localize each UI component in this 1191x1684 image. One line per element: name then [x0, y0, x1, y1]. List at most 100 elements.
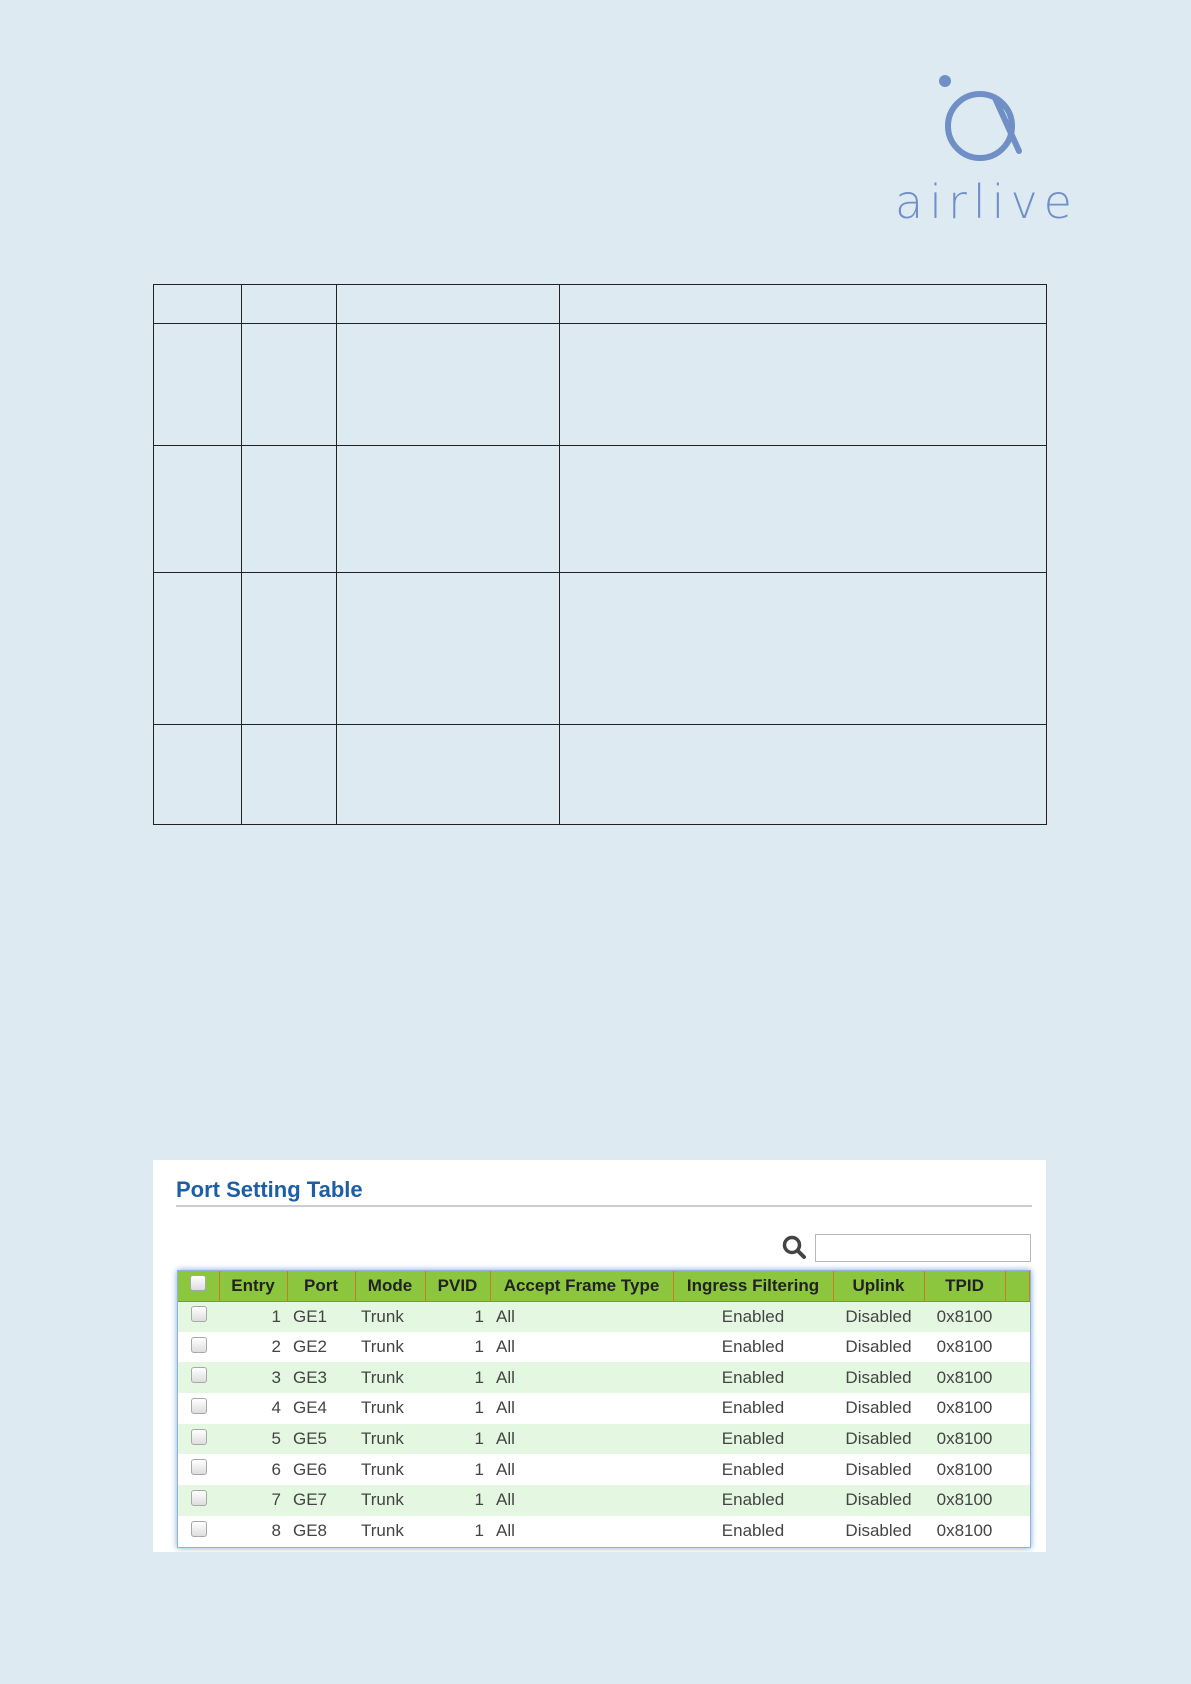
accept-frame-type-cell: All [490, 1301, 673, 1332]
spacer-cell [1005, 1485, 1030, 1516]
mode-cell: Trunk [355, 1301, 425, 1332]
checkbox[interactable] [190, 1489, 207, 1506]
ingress-filtering-cell: Enabled [673, 1515, 833, 1547]
tpid-cell: 0x8100 [924, 1393, 1005, 1424]
uplink-cell: Disabled [833, 1301, 924, 1332]
port-setting-grid: Entry Port Mode PVID Accept Frame Type I… [177, 1270, 1031, 1548]
port-cell: GE7 [287, 1485, 355, 1516]
row-checkbox[interactable] [178, 1331, 219, 1363]
uplink-cell: Disabled [833, 1362, 924, 1394]
checkbox[interactable] [190, 1520, 207, 1537]
tpid-cell: 0x8100 [924, 1301, 1005, 1332]
pvid-cell: 1 [425, 1485, 490, 1516]
mode-cell: Trunk [355, 1454, 425, 1486]
port-cell: GE3 [287, 1362, 355, 1394]
table-row[interactable]: 8 GE8 Trunk 1 All Enabled Disabled 0x8100 [178, 1515, 1030, 1547]
search-icon[interactable] [781, 1234, 807, 1260]
entry-cell: 5 [219, 1423, 287, 1455]
port-setting-panel: Port Setting Table Entry Port Mode PVID … [153, 1160, 1046, 1552]
uplink-cell: Disabled [833, 1515, 924, 1547]
row-checkbox[interactable] [178, 1515, 219, 1547]
entry-cell: 4 [219, 1393, 287, 1424]
uplink-cell: Disabled [833, 1423, 924, 1455]
select-all-checkbox[interactable] [178, 1271, 220, 1302]
ingress-filtering-cell: Enabled [673, 1331, 833, 1363]
accept-frame-type-cell: All [490, 1485, 673, 1516]
checkbox[interactable] [190, 1459, 207, 1476]
uplink-cell: Disabled [833, 1485, 924, 1516]
row-checkbox[interactable] [178, 1393, 219, 1424]
table-row[interactable]: 6 GE6 Trunk 1 All Enabled Disabled 0x8100 [178, 1454, 1030, 1486]
row-checkbox[interactable] [178, 1454, 219, 1486]
tpid-cell: 0x8100 [924, 1485, 1005, 1516]
uplink-cell: Disabled [833, 1454, 924, 1486]
ingress-filtering-cell: Enabled [673, 1454, 833, 1486]
uplink-cell: Disabled [833, 1393, 924, 1424]
tpid-cell: 0x8100 [924, 1423, 1005, 1455]
table-row[interactable]: 1 GE1 Trunk 1 All Enabled Disabled 0x8100 [178, 1301, 1030, 1332]
ingress-filtering-cell: Enabled [673, 1362, 833, 1394]
col-mode[interactable]: Mode [355, 1271, 426, 1302]
entry-cell: 8 [219, 1515, 287, 1547]
col-ingress-filtering[interactable]: Ingress Filtering [673, 1271, 834, 1302]
table-row[interactable]: 5 GE5 Trunk 1 All Enabled Disabled 0x8100 [178, 1423, 1030, 1455]
port-cell: GE1 [287, 1301, 355, 1332]
mode-cell: Trunk [355, 1485, 425, 1516]
entry-cell: 7 [219, 1485, 287, 1516]
checkbox[interactable] [190, 1336, 207, 1353]
col-port[interactable]: Port [287, 1271, 356, 1302]
search-input[interactable] [815, 1234, 1031, 1262]
col-accept-frame-type[interactable]: Accept Frame Type [490, 1271, 674, 1302]
uplink-cell: Disabled [833, 1331, 924, 1363]
mode-cell: Trunk [355, 1331, 425, 1363]
port-cell: GE5 [287, 1423, 355, 1455]
accept-frame-type-cell: All [490, 1515, 673, 1547]
accept-frame-type-cell: All [490, 1393, 673, 1424]
pvid-cell: 1 [425, 1362, 490, 1394]
tpid-cell: 0x8100 [924, 1454, 1005, 1486]
port-cell: GE8 [287, 1515, 355, 1547]
mode-cell: Trunk [355, 1423, 425, 1455]
pvid-cell: 1 [425, 1515, 490, 1547]
mode-cell: Trunk [355, 1515, 425, 1547]
tpid-cell: 0x8100 [924, 1331, 1005, 1363]
pvid-cell: 1 [425, 1423, 490, 1455]
table-row[interactable]: 4 GE4 Trunk 1 All Enabled Disabled 0x8100 [178, 1393, 1030, 1424]
col-pvid[interactable]: PVID [425, 1271, 491, 1302]
ingress-filtering-cell: Enabled [673, 1423, 833, 1455]
checkbox[interactable] [190, 1367, 207, 1384]
title-divider [176, 1205, 1032, 1207]
col-uplink[interactable]: Uplink [833, 1271, 925, 1302]
tpid-cell: 0x8100 [924, 1362, 1005, 1394]
row-checkbox[interactable] [178, 1423, 219, 1455]
table-row[interactable]: 7 GE7 Trunk 1 All Enabled Disabled 0x8100 [178, 1485, 1030, 1516]
spacer-cell [1005, 1423, 1030, 1455]
spacer-cell [1005, 1393, 1030, 1424]
col-spacer [1005, 1271, 1030, 1302]
spacer-cell [1005, 1454, 1030, 1486]
table-row[interactable]: 2 GE2 Trunk 1 All Enabled Disabled 0x8100 [178, 1331, 1030, 1363]
row-checkbox[interactable] [178, 1362, 219, 1394]
pvid-cell: 1 [425, 1454, 490, 1486]
pvid-cell: 1 [425, 1331, 490, 1363]
checkbox[interactable] [190, 1428, 207, 1445]
accept-frame-type-cell: All [490, 1454, 673, 1486]
entry-cell: 1 [219, 1301, 287, 1332]
spacer-cell [1005, 1515, 1030, 1547]
row-checkbox[interactable] [178, 1301, 219, 1332]
entry-cell: 6 [219, 1454, 287, 1486]
checkbox[interactable] [190, 1397, 207, 1414]
col-entry[interactable]: Entry [219, 1271, 288, 1302]
ingress-filtering-cell: Enabled [673, 1393, 833, 1424]
logo-mark-icon [939, 75, 1022, 161]
col-tpid[interactable]: TPID [924, 1271, 1006, 1302]
tpid-cell: 0x8100 [924, 1515, 1005, 1547]
port-cell: GE4 [287, 1393, 355, 1424]
logo-text: airlive [895, 175, 1078, 229]
spacer-cell [1005, 1362, 1030, 1394]
checkbox[interactable] [190, 1306, 207, 1323]
row-checkbox[interactable] [178, 1485, 219, 1516]
accept-frame-type-cell: All [490, 1423, 673, 1455]
spacer-cell [1005, 1331, 1030, 1363]
table-row[interactable]: 3 GE3 Trunk 1 All Enabled Disabled 0x8100 [178, 1362, 1030, 1394]
